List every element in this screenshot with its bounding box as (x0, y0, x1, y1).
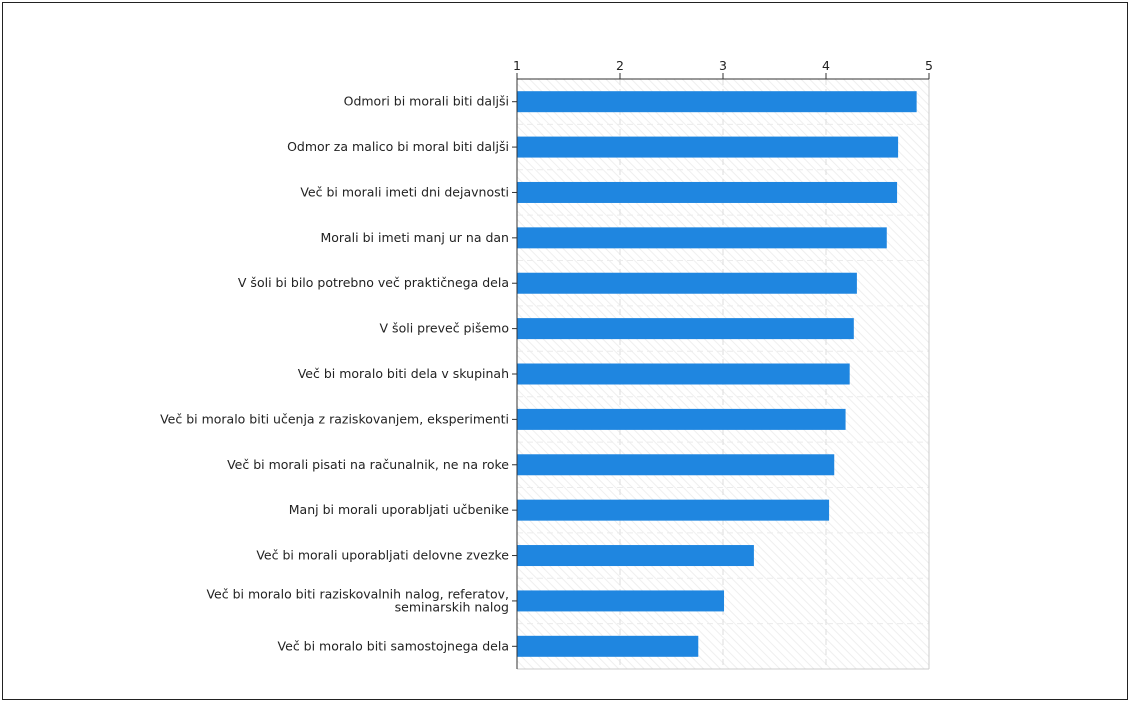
bar (517, 590, 725, 612)
x-tick-label: 1 (513, 58, 521, 73)
bar (517, 454, 835, 476)
category-label: Več bi morali pisati na računalnik, ne n… (227, 457, 509, 472)
category-label: Več bi moralo biti dela v skupinah (298, 366, 509, 381)
category-label: V šoli bi bilo potrebno več praktičnega … (238, 275, 509, 290)
category-label: V šoli preveč pišemo (380, 321, 509, 336)
category-label: Več bi moralo biti samostojnega dela (278, 638, 509, 653)
category-label: Več bi morali imeti dni dejavnosti (300, 184, 509, 199)
bar (517, 499, 830, 521)
category-label: Več bi moralo biti učenja z raziskovanje… (160, 411, 509, 426)
x-tick-label: 2 (616, 58, 624, 73)
bar (517, 272, 857, 294)
plot-area: 1 2 3 4 5 Odmori bi morali biti daljši Odmor z… (160, 58, 933, 670)
x-tick-label: 4 (822, 58, 830, 73)
bar (517, 408, 846, 430)
bar (517, 91, 917, 113)
bar (517, 136, 899, 158)
x-tick-label: 5 (925, 58, 933, 73)
bar (517, 363, 850, 385)
bar (517, 635, 699, 657)
bar (517, 181, 898, 203)
category-label: Več bi moralo biti raziskovalnih nalog, … (206, 586, 509, 601)
category-label: Odmori bi morali biti daljši (344, 94, 509, 109)
bar (517, 227, 887, 249)
bar-chart: 1 2 3 4 5 Odmori bi morali biti daljši Odmor z… (160, 58, 933, 670)
category-label: Manj bi morali uporabljati učbenike (289, 502, 510, 517)
x-tick-label: 3 (719, 58, 727, 73)
category-label: Več bi morali uporabljati delovne zvezke (256, 548, 509, 563)
bar (517, 318, 854, 340)
category-label: seminarskih nalog (395, 599, 509, 614)
bar (517, 545, 754, 567)
category-label: Odmor za malico bi moral biti daljši (287, 139, 509, 154)
category-label: Morali bi imeti manj ur na dan (320, 230, 509, 245)
